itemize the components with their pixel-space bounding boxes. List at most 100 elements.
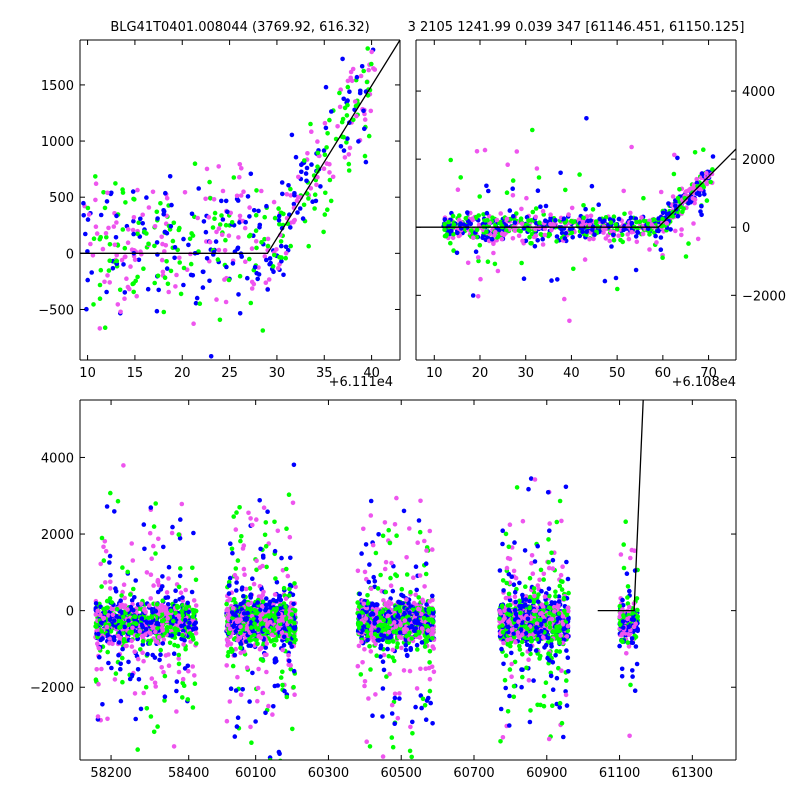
data-point bbox=[555, 277, 560, 282]
data-point bbox=[602, 278, 608, 284]
data-point bbox=[88, 241, 93, 247]
data-point bbox=[259, 612, 265, 617]
data-point bbox=[231, 611, 236, 617]
data-point bbox=[111, 634, 117, 640]
data-point bbox=[240, 687, 245, 692]
data-point bbox=[265, 621, 270, 627]
data-point bbox=[165, 281, 171, 287]
data-point bbox=[372, 631, 378, 637]
data-point bbox=[412, 619, 417, 624]
data-points bbox=[224, 400, 644, 760]
data-point bbox=[671, 171, 677, 177]
data-point bbox=[238, 624, 243, 630]
data-point bbox=[118, 309, 123, 315]
data-point bbox=[389, 702, 395, 708]
data-point bbox=[114, 220, 119, 225]
data-point bbox=[416, 606, 421, 612]
data-point bbox=[126, 622, 132, 628]
data-point bbox=[549, 227, 554, 233]
data-point bbox=[245, 194, 251, 199]
data-point bbox=[141, 607, 147, 613]
data-point bbox=[353, 103, 359, 109]
data-point bbox=[168, 224, 174, 229]
data-point bbox=[261, 555, 266, 560]
data-point bbox=[228, 641, 234, 647]
data-point bbox=[193, 577, 199, 583]
data-point bbox=[418, 666, 423, 672]
data-point bbox=[415, 540, 421, 545]
data-point bbox=[414, 611, 420, 617]
data-point bbox=[474, 227, 480, 233]
data-point bbox=[364, 609, 369, 615]
data-point bbox=[231, 175, 237, 180]
data-point bbox=[271, 627, 277, 632]
data-point bbox=[155, 626, 160, 631]
data-point bbox=[371, 638, 377, 644]
data-point bbox=[489, 236, 495, 242]
data-point bbox=[246, 643, 251, 648]
data-point bbox=[118, 666, 123, 672]
data-point bbox=[153, 551, 158, 556]
data-point bbox=[186, 668, 191, 674]
data-point bbox=[394, 533, 399, 538]
data-point bbox=[187, 236, 193, 242]
data-point bbox=[280, 191, 285, 197]
data-point bbox=[451, 248, 456, 253]
data-point bbox=[179, 636, 184, 642]
data-point bbox=[702, 192, 707, 197]
data-point bbox=[93, 601, 99, 606]
data-point bbox=[237, 213, 243, 219]
data-point bbox=[380, 637, 386, 643]
data-point bbox=[230, 648, 235, 653]
data-point bbox=[250, 522, 255, 528]
data-point bbox=[250, 670, 255, 676]
data-point bbox=[124, 794, 129, 799]
data-point bbox=[232, 734, 238, 739]
data-point bbox=[367, 744, 373, 749]
data-point bbox=[408, 724, 413, 730]
data-point bbox=[166, 289, 171, 295]
data-point bbox=[419, 626, 425, 631]
data-point bbox=[670, 194, 676, 199]
data-point bbox=[113, 671, 119, 676]
data-point bbox=[690, 196, 696, 201]
data-point bbox=[125, 284, 131, 290]
data-point bbox=[195, 215, 200, 221]
data-point bbox=[247, 636, 252, 642]
data-point bbox=[217, 317, 223, 323]
data-point bbox=[148, 631, 153, 636]
data-point bbox=[580, 219, 586, 224]
data-point bbox=[362, 683, 367, 689]
data-point bbox=[388, 634, 393, 640]
data-point bbox=[686, 241, 691, 246]
data-point bbox=[97, 236, 103, 242]
data-point bbox=[272, 252, 277, 258]
data-point bbox=[158, 201, 163, 206]
data-point bbox=[640, 231, 646, 237]
data-point bbox=[633, 216, 639, 221]
data-point bbox=[327, 117, 332, 123]
data-point bbox=[278, 606, 283, 611]
data-point bbox=[107, 560, 112, 565]
data-point bbox=[214, 297, 219, 302]
data-point bbox=[212, 216, 217, 221]
data-point bbox=[354, 74, 360, 80]
x-tick-label: 20 bbox=[174, 366, 191, 381]
data-point bbox=[267, 261, 272, 267]
data-point bbox=[442, 217, 448, 222]
data-point bbox=[237, 273, 243, 279]
data-point bbox=[629, 144, 634, 150]
data-point bbox=[430, 593, 435, 599]
data-point bbox=[345, 78, 351, 84]
data-point bbox=[238, 538, 243, 544]
data-point bbox=[265, 287, 271, 292]
data-point bbox=[243, 259, 248, 265]
data-point bbox=[180, 695, 185, 700]
x-tick-label: 58200 bbox=[90, 766, 131, 781]
data-point bbox=[296, 174, 301, 180]
data-point bbox=[107, 636, 112, 641]
data-point bbox=[543, 203, 549, 209]
data-point bbox=[373, 550, 379, 556]
data-point bbox=[279, 243, 284, 249]
data-point bbox=[157, 657, 162, 663]
